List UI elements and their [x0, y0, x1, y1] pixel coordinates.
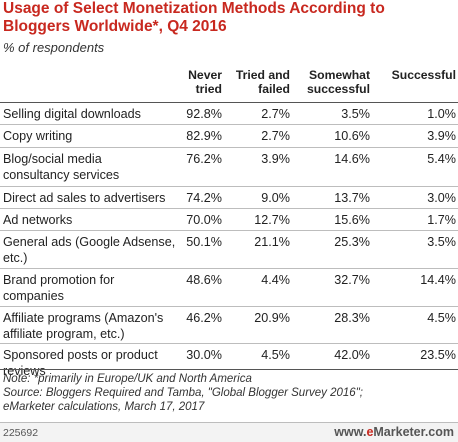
cell-value: 3.0% [427, 191, 456, 205]
cell-value: 46.2% [186, 311, 222, 325]
cell-value: 14.6% [334, 152, 370, 166]
table-row: Blog/social media consultancy services 76.… [0, 147, 458, 187]
row-label: Ad networks [3, 213, 73, 227]
cell-value: 48.6% [186, 273, 222, 287]
column-header: Somewhat successful [306, 68, 370, 96]
cell-value: 12.7% [254, 213, 290, 227]
source-note: Note: *primarily in Europe/UK and North … [3, 372, 455, 414]
cell-value: 15.6% [334, 213, 370, 227]
cell-value: 50.1% [186, 235, 222, 249]
cell-value: 92.8% [186, 107, 222, 121]
cell-value: 3.5% [427, 235, 456, 249]
cell-value: 74.2% [186, 191, 222, 205]
cell-value: 1.0% [427, 107, 456, 121]
table-row: Affiliate programs (Amazon's affiliate pr… [0, 306, 458, 344]
cell-value: 25.3% [334, 235, 370, 249]
table-row: Brand promotion for companies 48.6% 4.4% 32.… [0, 268, 458, 307]
cell-value: 30.0% [186, 348, 222, 362]
cell-value: 28.3% [334, 311, 370, 325]
emarketer-logo: www.eMarketer.com [334, 425, 454, 439]
column-header: Never tried [188, 68, 222, 96]
table-row: Direct ad sales to advertisers 74.2% 9.0% 1… [0, 186, 458, 209]
table-bottom-rule [0, 369, 458, 370]
cell-value: 4.5% [427, 311, 456, 325]
row-label: Sponsored posts or product reviews [3, 348, 158, 378]
cell-value: 3.5% [341, 107, 370, 121]
table-row: Ad networks 70.0% 12.7% 15.6% 1.7% [0, 208, 458, 231]
note-line: Note: *primarily in Europe/UK and North … [3, 373, 252, 385]
cell-value: 10.6% [334, 129, 370, 143]
cell-value: 76.2% [186, 152, 222, 166]
note-line: Source: Bloggers Required and Tamba, "Gl… [3, 387, 363, 399]
cell-value: 42.0% [334, 348, 370, 362]
row-label: Blog/social media consultancy services [3, 152, 120, 182]
cell-value: 5.4% [427, 152, 456, 166]
cell-value: 70.0% [186, 213, 222, 227]
column-header: Tried and failed [235, 68, 290, 96]
row-label: Direct ad sales to advertisers [3, 191, 166, 205]
chart-title: Usage of Select Monetization Methods Acc… [3, 0, 385, 35]
row-label: Affiliate programs (Amazon's affiliate pr… [3, 311, 164, 341]
cell-value: 4.4% [261, 273, 290, 287]
cell-value: 9.0% [261, 191, 290, 205]
table-row: General ads (Google Adsense, etc.) 50.1% 21… [0, 230, 458, 269]
row-label: Brand promotion for companies [3, 273, 115, 303]
cell-value: 21.1% [254, 235, 290, 249]
chart-id: 225692 [3, 427, 39, 439]
table-row: Copy writing 82.9% 2.7% 10.6% 3.9% [0, 124, 458, 148]
row-label: Selling digital downloads [3, 107, 141, 121]
cell-value: 2.7% [261, 107, 290, 121]
cell-value: 13.7% [334, 191, 370, 205]
cell-value: 2.7% [261, 129, 290, 143]
chart-subtitle: % of respondents [3, 40, 105, 55]
note-line: eMarketer calculations, March 17, 2017 [3, 401, 205, 413]
footer-bar: 225692 www.eMarketer.com [0, 422, 458, 442]
cell-value: 82.9% [186, 129, 222, 143]
row-label: General ads (Google Adsense, etc.) [3, 235, 176, 265]
table-row: Selling digital downloads 92.8% 2.7% 3.5% 1.… [0, 102, 458, 125]
cell-value: 1.7% [427, 213, 456, 227]
cell-value: 32.7% [334, 273, 370, 287]
table-row: Sponsored posts or product reviews 30.0% 4.… [0, 343, 458, 378]
cell-value: 3.9% [427, 129, 456, 143]
cell-value: 3.9% [261, 152, 290, 166]
cell-value: 4.5% [261, 348, 290, 362]
column-header: Successful [391, 68, 456, 82]
cell-value: 14.4% [420, 273, 456, 287]
row-label: Copy writing [3, 129, 73, 143]
cell-value: 20.9% [254, 311, 290, 325]
cell-value: 23.5% [420, 348, 456, 362]
